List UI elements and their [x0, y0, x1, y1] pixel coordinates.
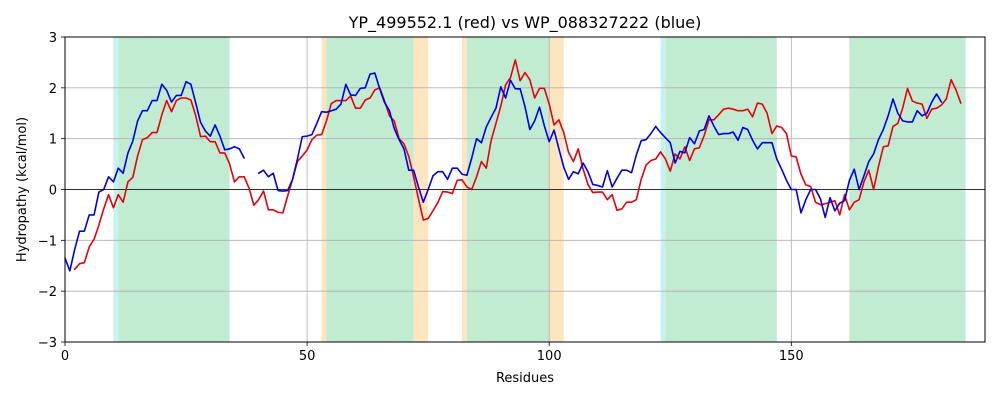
y-tick-label-1: 1: [49, 133, 57, 148]
y-tick-label-3: 3: [49, 31, 57, 46]
x-tick-label-50: 50: [299, 349, 316, 364]
y-axis-ticks: −3 −2 −1 0 1 2 3: [38, 31, 65, 351]
y-axis-title: Hydropathy (kcal/mol): [15, 117, 30, 262]
x-tick-label-0: 0: [61, 349, 69, 364]
x-tick-label-100: 100: [537, 349, 562, 364]
x-axis-ticks: 0 50 100 150: [61, 342, 804, 364]
chart-title: YP_499552.1 (red) vs WP_088327222 (blue): [348, 13, 702, 33]
y-tick-label--1: −1: [38, 234, 57, 249]
series-line-red-0: [73, 59, 962, 271]
series-lines: [64, 59, 962, 272]
y-tick-label-2: 2: [49, 82, 57, 97]
y-tick-label--3: −3: [38, 336, 57, 351]
y-tick-label-0: 0: [49, 184, 57, 199]
series-line-blue-0: [64, 80, 245, 272]
series-line-blue-1: [257, 72, 943, 219]
x-axis-title: Residues: [496, 371, 554, 386]
x-tick-label-150: 150: [779, 349, 804, 364]
y-tick-label--2: −2: [38, 285, 57, 300]
